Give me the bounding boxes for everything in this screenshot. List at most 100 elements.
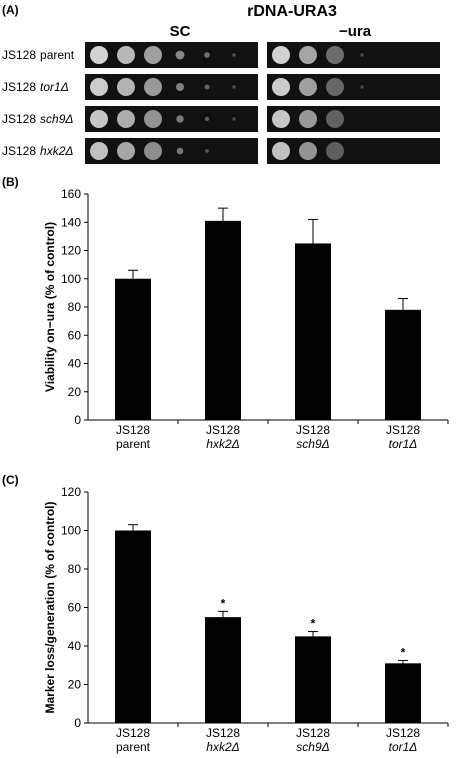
x-tick-label: tor1Δ (389, 740, 418, 754)
plate-image (85, 42, 258, 68)
colony-spot (117, 78, 135, 96)
colony-spot (232, 117, 236, 121)
bar (205, 220, 241, 420)
y-tick-label: 60 (68, 601, 82, 615)
y-tick-label: 120 (61, 485, 81, 499)
y-axis-label: Viability on−ura (% of control) (43, 222, 57, 392)
x-tick-label: JS128 (206, 726, 240, 740)
row-label: JS128 hxk2Δ (2, 144, 73, 158)
y-tick-label: 60 (68, 328, 82, 342)
y-axis-label: Marker loss/generation (% of control) (43, 501, 57, 713)
x-tick-label: JS128 (296, 423, 330, 437)
row-label: JS128 parent (2, 48, 75, 62)
strain: JS128 (2, 112, 36, 126)
error-bar (128, 269, 138, 279)
panel-label: (B) (2, 175, 19, 189)
colony-spot (326, 46, 344, 64)
column-label: SC (170, 23, 191, 40)
bar (205, 617, 241, 723)
y-tick-label: 20 (68, 678, 82, 692)
y-tick-label: 20 (68, 385, 82, 399)
x-tick-label: JS128 (116, 423, 150, 437)
colony-spot (272, 110, 290, 128)
plate-image (267, 74, 440, 100)
x-tick-label: JS128 (296, 726, 330, 740)
strain: JS128 (2, 144, 36, 158)
colony-spot (90, 46, 108, 64)
colony-spot (204, 52, 210, 58)
colony-spot (232, 85, 236, 89)
colony-spot (360, 53, 364, 57)
colony-spot (272, 142, 290, 160)
row-label: JS128 sch9Δ (2, 112, 73, 126)
y-tick-label: 120 (61, 244, 81, 258)
colony-spot (299, 46, 317, 64)
bar (115, 278, 151, 420)
x-tick-label: sch9Δ (296, 437, 329, 451)
colony-spot (144, 110, 162, 128)
error-bar (398, 659, 408, 664)
colony-spot (299, 78, 317, 96)
colony-spot (90, 142, 108, 160)
x-tick-label: JS128 (386, 423, 420, 437)
plate-image (85, 74, 258, 100)
error-bar (218, 207, 228, 221)
row-label: JS128 tor1Δ (2, 80, 69, 94)
panel-label: (A) (2, 3, 19, 17)
colony-spot (326, 78, 344, 96)
plate-image (85, 138, 258, 164)
colony-spot (360, 85, 364, 89)
colony-spot (144, 142, 162, 160)
colony-spot (326, 110, 344, 128)
error-bar (398, 298, 408, 310)
colony-spot (175, 82, 185, 92)
plate-image (267, 42, 440, 68)
bar (385, 309, 421, 420)
x-tick-label: tor1Δ (389, 437, 418, 451)
error-bar (308, 218, 318, 244)
colony-spot (144, 46, 162, 64)
panel-label: (C) (2, 473, 19, 487)
x-tick-label: JS128 (116, 726, 150, 740)
strain: JS128 (2, 48, 36, 62)
y-tick-label: 100 (61, 524, 81, 538)
y-tick-label: 40 (68, 639, 82, 653)
genotype: sch9Δ (40, 112, 73, 126)
colony-spot (144, 78, 162, 96)
y-tick-label: 140 (61, 215, 81, 229)
colony-spot (204, 84, 210, 90)
genotype: hxk2Δ (40, 144, 73, 158)
panel-title: rDNA-URA3 (247, 3, 337, 20)
colony-spot (272, 78, 290, 96)
colony-spot (90, 78, 108, 96)
plate-image (267, 138, 440, 164)
y-tick-label: 80 (68, 562, 82, 576)
significance-marker: * (311, 617, 316, 631)
colony-spot (117, 110, 135, 128)
colony-spot (204, 116, 210, 122)
colony-spot (299, 110, 317, 128)
y-tick-label: 80 (68, 300, 82, 314)
y-tick-label: 0 (74, 716, 81, 730)
y-tick-label: 0 (74, 413, 81, 427)
error-bar (308, 631, 318, 637)
significance-marker: * (221, 596, 226, 610)
column-label: −ura (339, 23, 372, 40)
x-tick-label: JS128 (386, 726, 420, 740)
colony-spot (205, 149, 209, 153)
colony-spot (90, 110, 108, 128)
x-tick-label: parent (116, 740, 151, 754)
bar (115, 530, 151, 723)
x-tick-label: hxk2Δ (206, 437, 239, 451)
strain: JS128 (2, 80, 36, 94)
error-bar (218, 610, 228, 618)
colony-spot (299, 142, 317, 160)
colony-spot (117, 46, 135, 64)
colony-spot (176, 115, 184, 123)
x-tick-label: JS128 (206, 423, 240, 437)
error-bar (128, 524, 138, 531)
colony-spot (175, 50, 185, 60)
y-tick-label: 160 (61, 187, 81, 201)
bar (295, 636, 331, 723)
